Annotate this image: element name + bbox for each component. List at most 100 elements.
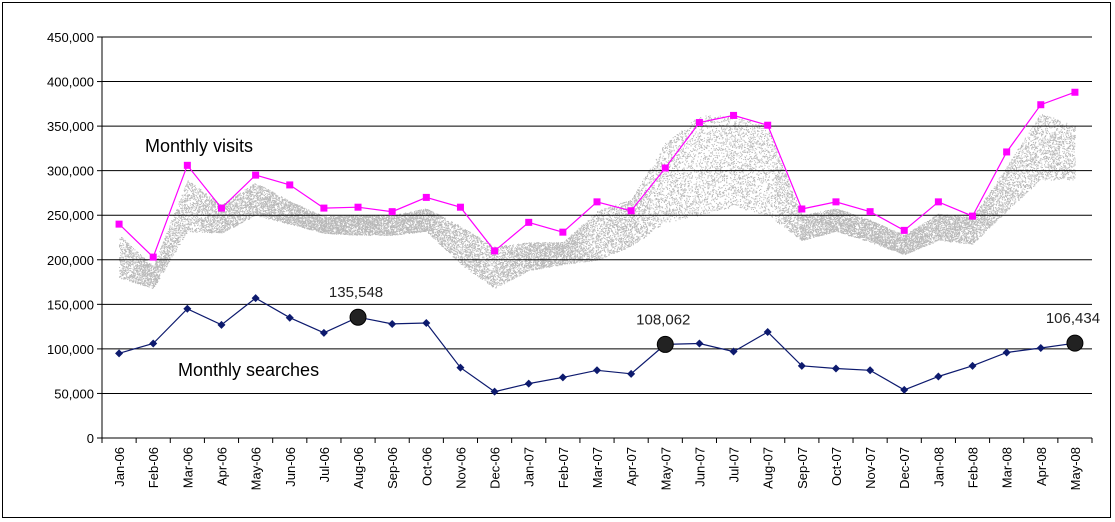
band-dot [131, 275, 132, 276]
band-dot [119, 258, 120, 259]
band-dot [174, 248, 175, 249]
band-dot [187, 184, 188, 185]
band-dot [129, 263, 130, 264]
band-dot [155, 272, 156, 273]
band-dot [178, 239, 179, 240]
band-dot [174, 230, 175, 231]
band-dot [160, 262, 161, 263]
band-dot [182, 232, 183, 233]
band-dot [145, 274, 146, 275]
band-dot [183, 226, 184, 227]
band-dot [186, 232, 187, 233]
band-dot [123, 245, 124, 246]
band-dot [169, 242, 170, 243]
band-dot [171, 220, 172, 221]
band-dot [123, 278, 124, 279]
band-dot [173, 231, 174, 232]
band-dot [170, 239, 171, 240]
band-dot [120, 255, 121, 256]
band-dot [132, 282, 133, 283]
band-dot [180, 232, 181, 233]
band-dot [148, 264, 149, 265]
band-dot [172, 250, 173, 251]
band-dot [169, 251, 170, 252]
band-dot [138, 280, 139, 281]
band-dot [147, 273, 148, 274]
band-dot [130, 256, 131, 257]
band-dot [147, 280, 148, 281]
band-dot [173, 238, 174, 239]
band-dot [177, 218, 178, 219]
band-dot [182, 205, 183, 206]
band-dot [152, 274, 153, 275]
band-dot [120, 260, 121, 261]
band-dot [125, 267, 126, 268]
band-dot [143, 272, 144, 273]
band-dot [141, 279, 142, 280]
band-dot [161, 267, 162, 268]
band-dot [178, 210, 179, 211]
band-dot [124, 260, 125, 261]
band-dot [180, 236, 181, 237]
band-dot [154, 275, 155, 276]
band-dot [161, 254, 162, 255]
band-dot [135, 261, 136, 262]
band-dot [157, 278, 158, 279]
band-dot [157, 266, 158, 267]
band-dot [142, 270, 143, 271]
band-dot [138, 255, 139, 256]
band-dot [163, 258, 164, 259]
band-dot [168, 255, 169, 256]
band-dot [178, 236, 179, 237]
band-dot [172, 221, 173, 222]
band-dot [139, 273, 140, 274]
band-dot [163, 261, 164, 262]
band-dot [182, 223, 183, 224]
band-dot [178, 229, 179, 230]
band-dot [148, 275, 149, 276]
band-dot [147, 272, 148, 273]
band-dot [133, 273, 134, 274]
band-dot [122, 254, 123, 255]
band-dot [135, 269, 136, 270]
band-dot [143, 278, 144, 279]
band-dot [122, 271, 123, 272]
band-dot [176, 222, 177, 223]
band-dot [184, 191, 185, 192]
band-dot [122, 272, 123, 273]
band-dot [126, 247, 127, 248]
band-dot [131, 268, 132, 269]
band-dot [130, 275, 131, 276]
band-dot [128, 269, 129, 270]
band-dot [167, 255, 168, 256]
band-dot [172, 251, 173, 252]
band-dot [179, 206, 180, 207]
band-dot [120, 263, 121, 264]
band-dot [181, 216, 182, 217]
band-dot [142, 266, 143, 267]
band-dot [163, 264, 164, 265]
band-dot [170, 252, 171, 253]
band-dot [146, 270, 147, 271]
band-dot [127, 256, 128, 257]
band-dot [131, 246, 132, 247]
band-dot [152, 277, 153, 278]
band-dot [123, 247, 124, 248]
band-dot [137, 283, 138, 284]
band-dot [159, 251, 160, 252]
band-dot [161, 263, 162, 264]
band-dot [137, 261, 138, 262]
band-dot [120, 239, 121, 240]
band-dot [164, 244, 165, 245]
band-dot [162, 252, 163, 253]
band-dot [137, 266, 138, 267]
band-dot [172, 253, 173, 254]
band-dot [152, 266, 153, 267]
band-dot [155, 267, 156, 268]
band-dot [133, 277, 134, 278]
band-dot [175, 228, 176, 229]
band-dot [142, 258, 143, 259]
band-dot [145, 273, 146, 274]
band-dot [132, 256, 133, 257]
band-dot [129, 268, 130, 269]
